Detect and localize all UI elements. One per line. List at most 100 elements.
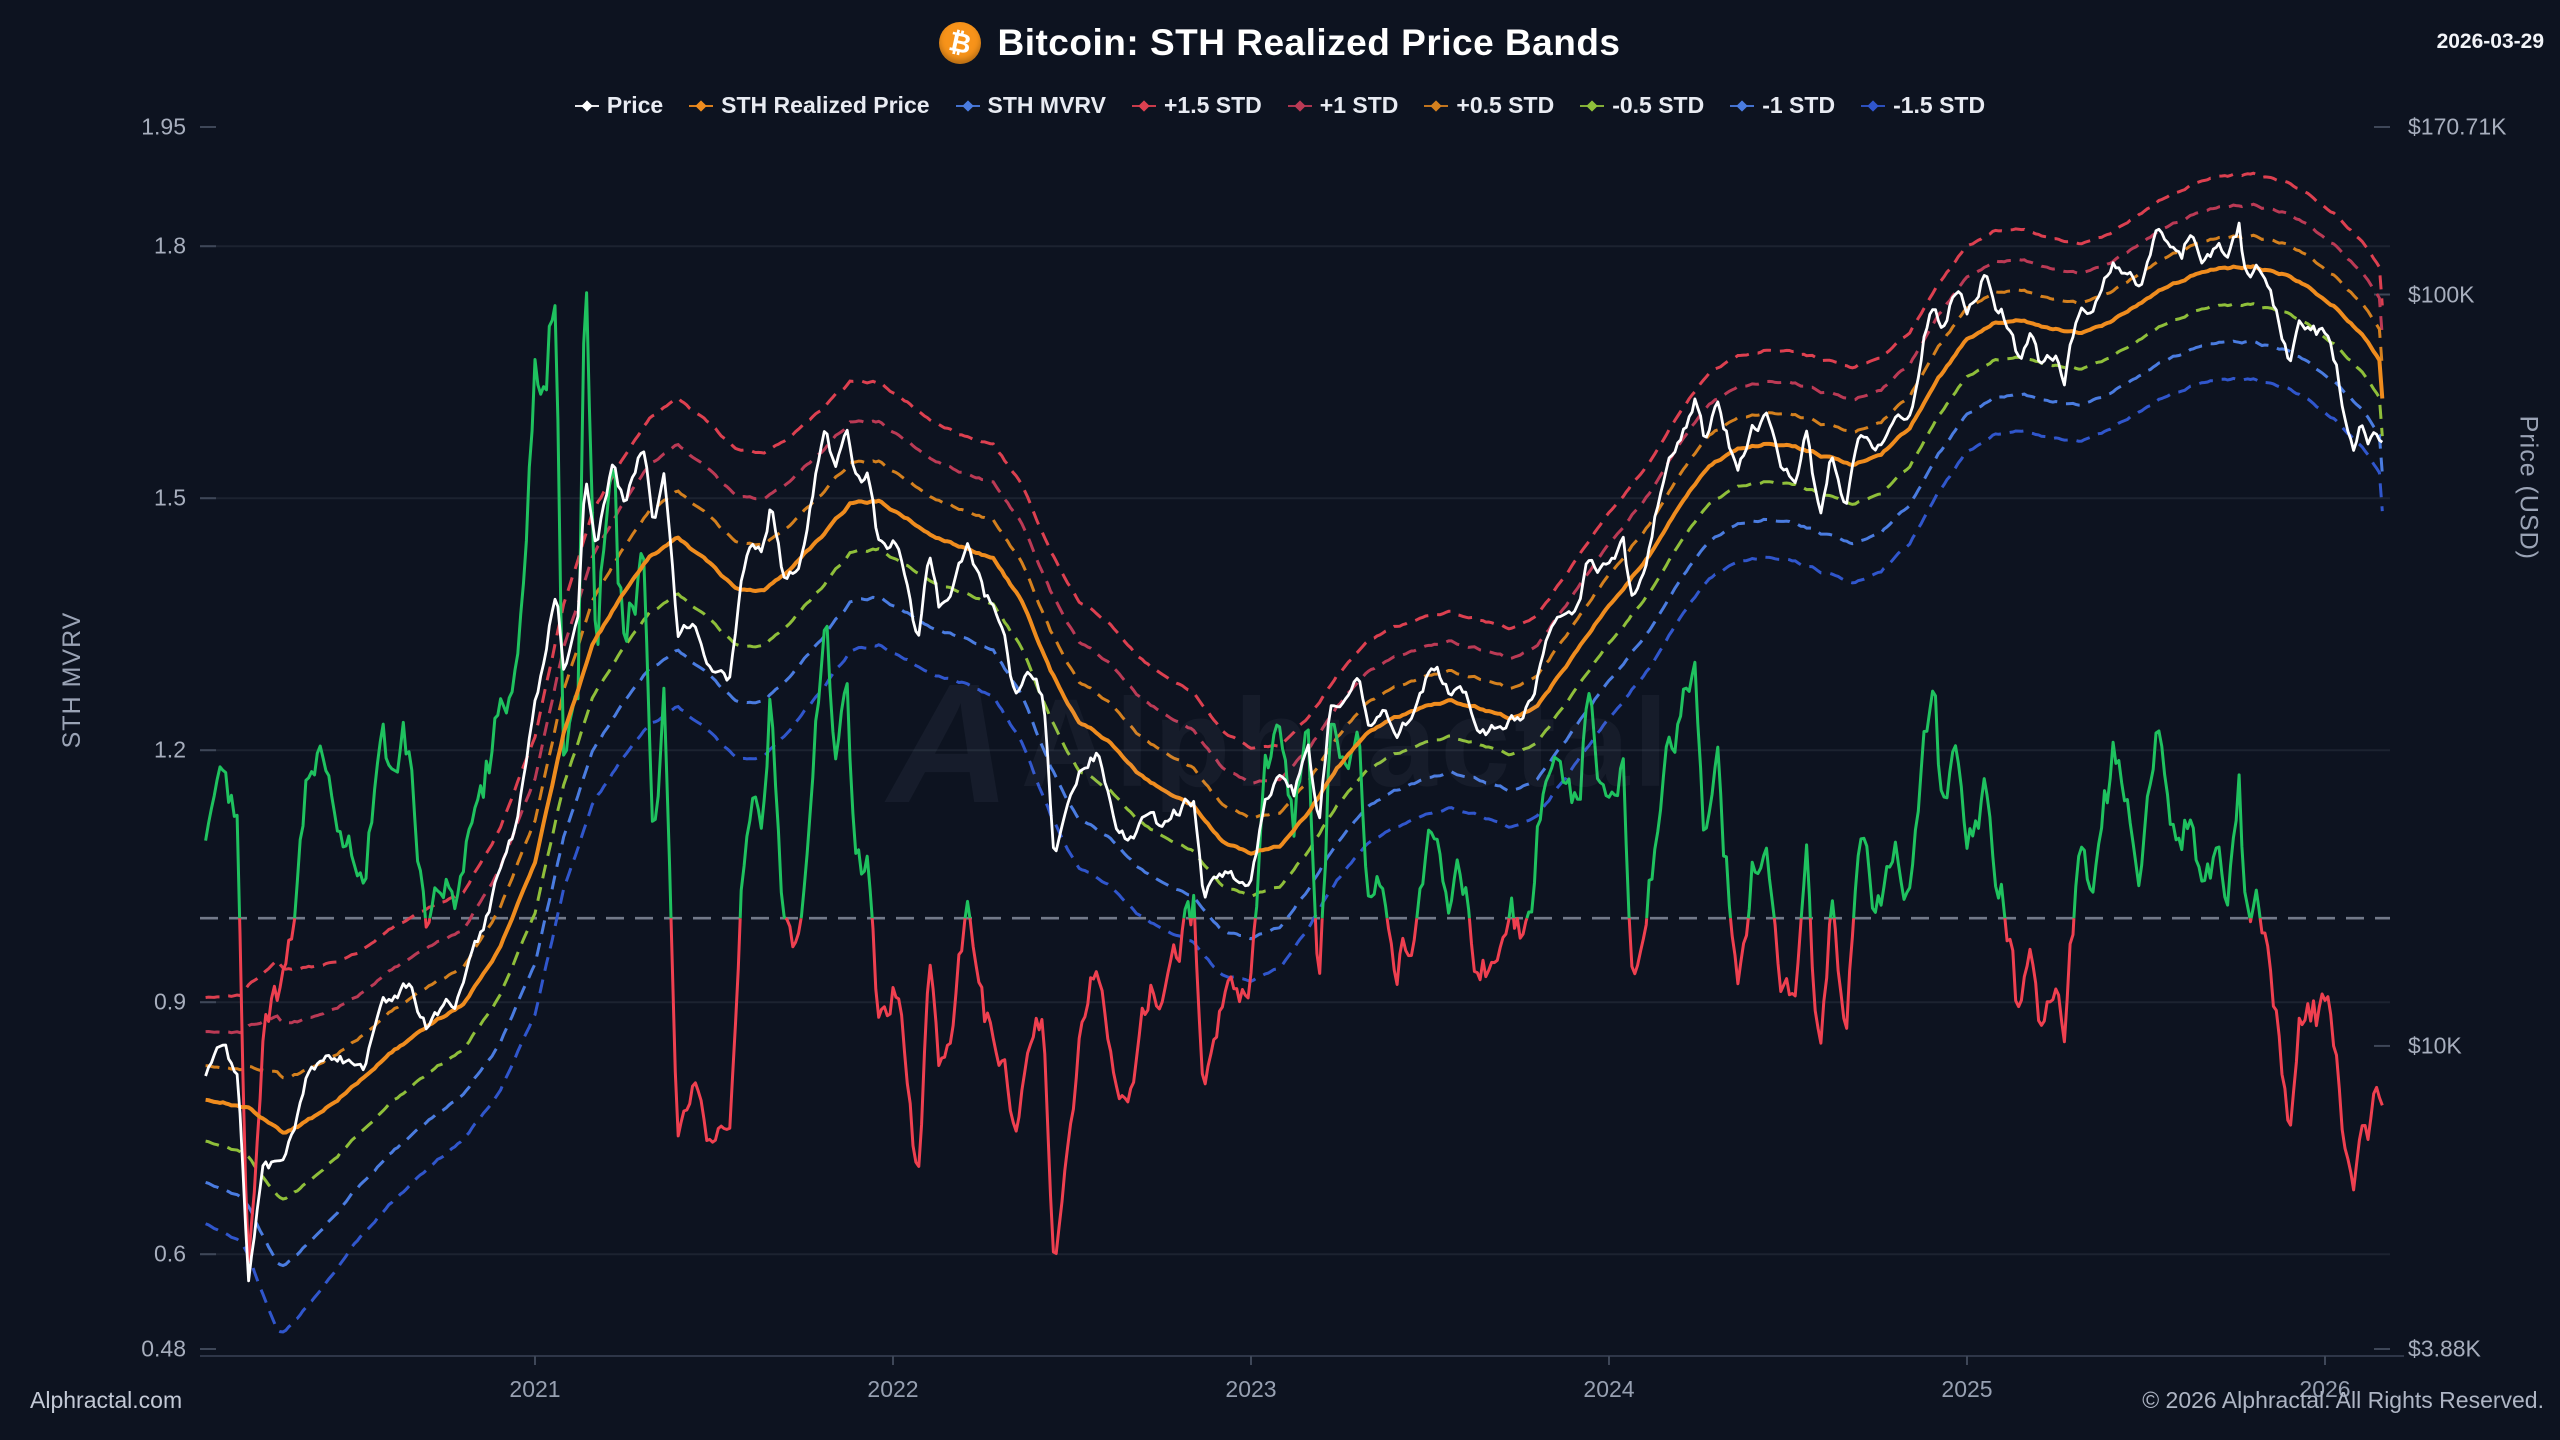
legend-label: +1 STD bbox=[1319, 92, 1399, 118]
footer-site-link[interactable]: Alphractal.com bbox=[30, 1387, 183, 1413]
btc-price-line bbox=[204, 221, 2384, 1283]
legend-item-+1.5-std[interactable]: +1.5 STD bbox=[1131, 92, 1262, 119]
legend: Price STH Realized Price STH MVRV +1.5 STD +… bbox=[0, 92, 2560, 119]
page-title-row: ₿ Bitcoin: STH Realized Price Bands bbox=[0, 22, 2560, 64]
legend-item--1-std[interactable]: -1 STD bbox=[1730, 92, 1835, 119]
legend-item-sth-mvrv[interactable]: STH MVRV bbox=[955, 92, 1106, 119]
sth-mvrv-line-below-1 bbox=[423, 917, 432, 929]
right-axis-tick-label: $3.88K bbox=[2408, 1335, 2481, 1362]
sth-mvrv-line-above-1 bbox=[738, 697, 787, 920]
band-plus-1-std bbox=[205, 202, 2384, 1035]
x-axis-year-label: 2023 bbox=[1225, 1376, 1277, 1402]
legend-marker-icon bbox=[1424, 99, 1449, 112]
legend-marker-icon bbox=[1287, 99, 1312, 112]
band-plus-0-5-std bbox=[205, 233, 2384, 1080]
sth-mvrv-line-above-1 bbox=[799, 624, 874, 919]
legend-label: STH Realized Price bbox=[721, 92, 930, 118]
sth-mvrv-line-above-1 bbox=[204, 765, 242, 919]
sth-mvrv-line-below-1 bbox=[2248, 917, 2253, 924]
legend-marker-icon bbox=[1580, 99, 1605, 112]
sth-mvrv-line-above-1 bbox=[1190, 893, 1197, 919]
legend-label: STH MVRV bbox=[987, 92, 1106, 118]
sth-mvrv-line-below-1 bbox=[1808, 918, 1832, 1045]
sth-mvrv-line-above-1 bbox=[963, 899, 972, 919]
sth-mvrv-line-below-1 bbox=[784, 917, 803, 949]
sth-mvrv-line-above-1 bbox=[428, 291, 673, 919]
sth-mvrv-line-above-1 bbox=[1525, 692, 1631, 919]
x-axis-year-label: 2025 bbox=[1941, 1376, 1993, 1402]
legend-label: -1.5 STD bbox=[1893, 92, 1986, 118]
chart-date: 2026-03-29 bbox=[2436, 30, 2544, 53]
sth-mvrv-line-below-1 bbox=[1188, 918, 1193, 927]
legend-item--0.5-std[interactable]: -0.5 STD bbox=[1580, 92, 1704, 119]
sth-mvrv-line-below-1 bbox=[1832, 918, 1856, 1030]
legend-label: -0.5 STD bbox=[1612, 92, 1705, 118]
legend-item-price[interactable]: Price bbox=[574, 92, 664, 119]
legend-label: +1.5 STD bbox=[1163, 92, 1262, 118]
sth-mvrv-line-below-1 bbox=[1313, 918, 1324, 975]
left-axis-tick-label: 1.2 bbox=[154, 736, 186, 763]
right-axis-title: Price (USD) bbox=[2514, 415, 2542, 560]
legend-marker-icon bbox=[1730, 99, 1755, 112]
bitcoin-icon: ₿ bbox=[939, 22, 982, 64]
legend-marker-icon bbox=[955, 99, 980, 112]
sth-mvrv-line-above-1 bbox=[1746, 846, 1776, 919]
sth-mvrv-line-below-1 bbox=[238, 918, 297, 1263]
x-axis-year-label: 2026 bbox=[2299, 1376, 2351, 1402]
page-title: Bitcoin: STH Realized Price Bands bbox=[997, 22, 1621, 63]
x-axis-year-label: 2021 bbox=[509, 1376, 561, 1402]
legend-label: -1 STD bbox=[1762, 92, 1836, 118]
left-axis-tick-label: 0.9 bbox=[154, 988, 186, 1015]
left-axis-title: STH MVRV bbox=[58, 611, 86, 749]
left-axis-tick-label: 1.8 bbox=[154, 232, 186, 259]
legend-item--1.5-std[interactable]: -1.5 STD bbox=[1861, 92, 1985, 119]
sth-mvrv-line-above-1 bbox=[1852, 689, 2007, 919]
sth-mvrv-line-below-1 bbox=[1385, 917, 1419, 986]
band-minus-1-std bbox=[205, 339, 2384, 1268]
x-axis-year-label: 2022 bbox=[867, 1376, 919, 1402]
right-axis-tick-label: $100K bbox=[2408, 281, 2475, 308]
sth-mvrv-line-above-1 bbox=[1415, 828, 1471, 919]
sth-mvrv-line-above-1 bbox=[1253, 723, 1317, 919]
left-axis-tick-label: 0.48 bbox=[141, 1335, 186, 1362]
sth-mvrv-line-below-1 bbox=[968, 917, 1186, 1255]
footer-copyright: © 2026 Alphractal. All Rights Reserved. bbox=[2142, 1387, 2544, 1413]
sth-mvrv-line-below-1 bbox=[1512, 917, 1529, 940]
sth-mvrv-line-below-1 bbox=[2003, 918, 2076, 1044]
legend-item-+1-std[interactable]: +1 STD bbox=[1287, 92, 1399, 119]
legend-marker-icon bbox=[1861, 99, 1886, 112]
sth-mvrv-line-above-1 bbox=[1182, 900, 1192, 919]
left-axis-tick-label: 1.5 bbox=[154, 484, 186, 511]
x-axis-year-label: 2024 bbox=[1583, 1376, 1635, 1402]
sth-mvrv-line-below-1 bbox=[1627, 918, 1649, 976]
legend-item-sth-realized-price[interactable]: STH Realized Price bbox=[689, 92, 930, 119]
sth-mvrv-line-above-1 bbox=[1507, 896, 1515, 919]
right-axis-tick-label: $10K bbox=[2408, 1032, 2462, 1059]
sth-mvrv-line-below-1 bbox=[1467, 918, 1511, 982]
legend-item-+0.5-std[interactable]: +0.5 STD bbox=[1424, 92, 1554, 119]
legend-marker-icon bbox=[574, 99, 599, 112]
sth-mvrv-line-above-1 bbox=[2249, 888, 2262, 919]
sth-mvrv-line-below-1 bbox=[669, 918, 742, 1144]
sth-mvrv-line-above-1 bbox=[2072, 729, 2252, 919]
left-axis-tick-label: 1.95 bbox=[141, 113, 186, 140]
right-axis-tick-label: $170.71K bbox=[2408, 113, 2507, 140]
sth-mvrv-line-below-1 bbox=[2258, 918, 2384, 1192]
sth-mvrv-line-above-1 bbox=[1799, 843, 1812, 919]
sth-mvrv-line-above-1 bbox=[293, 720, 427, 919]
sth-mvrv-line-above-1 bbox=[1645, 660, 1732, 919]
legend-label: Price bbox=[606, 92, 664, 118]
legend-marker-icon bbox=[689, 99, 714, 112]
sth-mvrv-line-below-1 bbox=[1772, 918, 1803, 998]
sth-mvrv-line-below-1 bbox=[870, 918, 967, 1168]
sth-mvrv-line-above-1 bbox=[1828, 899, 1836, 919]
sth-mvrv-line-below-1 bbox=[1193, 918, 1257, 1086]
legend-label: +0.5 STD bbox=[1456, 92, 1555, 118]
band-minus-1-5-std bbox=[205, 376, 2384, 1334]
sth-mvrv-line-below-1 bbox=[1729, 918, 1750, 986]
band-plus-1-5-std bbox=[205, 171, 2384, 999]
left-axis-tick-label: 0.6 bbox=[154, 1240, 186, 1267]
legend-marker-icon bbox=[1131, 99, 1156, 112]
